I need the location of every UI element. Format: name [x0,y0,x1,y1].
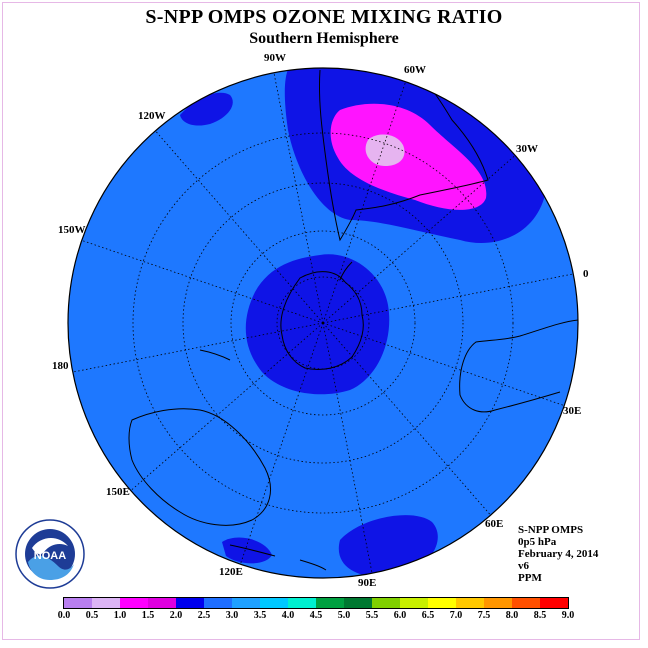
color-scale-bar [63,597,569,609]
color-scale-swatch [428,598,456,608]
ozone-low-region-polar [245,254,390,395]
meridian-line [155,130,324,324]
color-scale-swatch [316,598,344,608]
color-scale-swatch [120,598,148,608]
antarctica-coastline [280,271,364,371]
info-level: 0p5 hPa [518,536,557,548]
meridian-line [322,322,565,407]
meridian-lines [72,72,574,574]
color-scale-ticks: 0.0 0.5 1.0 1.5 2.0 2.5 3.0 3.5 4.0 4.5 5.0 5.5 6.0 6… [0,610,648,624]
color-scale-tick-label: 8.5 [533,610,547,621]
australia-coastline [128,408,272,526]
color-scale-swatch [148,598,176,608]
lon-label-150e: 150E [106,486,130,498]
meridian-line [322,81,407,324]
africa-coastline [459,319,578,413]
lon-label-120w: 120W [138,110,166,122]
color-scale-tick-label: 6.0 [393,610,407,621]
lon-label-150w: 150W [58,224,86,236]
image-frame [2,2,640,640]
lon-label-60w: 60W [404,64,426,76]
color-scale-swatch [400,598,428,608]
color-scale-swatch [204,598,232,608]
meridian-line [81,239,324,324]
lon-label-90e: 90E [358,577,377,589]
lon-label-60e: 60E [485,518,504,530]
color-scale-swatch [456,598,484,608]
color-scale-swatch [260,598,288,608]
color-scale-swatch [540,598,568,608]
color-scale-tick-label: 0.0 [57,610,71,621]
info-units: PPM [518,572,542,584]
meridian-line [72,322,324,373]
lon-label-90w: 90W [264,52,286,64]
lon-label-120e: 120E [219,566,243,578]
color-scale-swatch [288,598,316,608]
info-version: v6 [518,560,529,572]
color-scale-tick-label: 2.5 [197,610,211,621]
lon-label-0: 0 [583,268,589,280]
antarctic-peninsula-coastline [339,261,353,281]
meridian-line [322,322,373,574]
map-outline [67,67,579,579]
ozone-peak-region [365,134,405,166]
color-scale-tick-label: 7.5 [477,610,491,621]
ozone-high-region [330,103,487,210]
ozone-low-region-southwest [222,537,272,564]
indonesia-islands [229,544,327,571]
ozone-low-region-west [180,92,233,126]
color-scale-tick-label: 9.0 [561,610,575,621]
lon-label-30e: 30E [563,405,582,417]
color-scale-tick-label: 4.0 [281,610,295,621]
lon-label-180: 180 [52,360,69,372]
meridian-line [130,322,324,491]
color-scale-swatch [232,598,260,608]
meridian-line [273,72,324,324]
color-scale-tick-label: 7.0 [449,610,463,621]
latitude-circles [132,132,514,514]
meridian-line [239,322,324,565]
color-scale-tick-label: 5.5 [365,610,379,621]
color-scale-tick-label: 6.5 [421,610,435,621]
color-scale-tick-label: 8.0 [505,610,519,621]
coastlines [128,69,578,571]
map-title: S-NPP OMPS OZONE MIXING RATIO [145,6,503,28]
color-scale-swatch [344,598,372,608]
color-scale-swatch [372,598,400,608]
color-scale-tick-label: 2.0 [169,610,183,621]
map-subtitle: Southern Hemisphere [249,30,399,47]
meridian-line [322,155,516,324]
color-scale-swatch [176,598,204,608]
color-scale-swatch [484,598,512,608]
color-scale-tick-label: 3.0 [225,610,239,621]
product-info: S-NPP OMPS 0p5 hPa February 4, 2014 v6 P… [518,524,598,584]
color-scale-tick-label: 3.5 [253,610,267,621]
color-scale-tick-label: 5.0 [337,610,351,621]
info-instrument: S-NPP OMPS [518,524,584,536]
color-scale-swatch [64,598,92,608]
color-scale-swatch [512,598,540,608]
meridian-line [322,273,574,324]
svg-text:NOAA: NOAA [34,550,66,562]
new-zealand-coastline [199,349,231,361]
color-scale-tick-label: 1.5 [141,610,155,621]
color-scale-tick-label: 1.0 [113,610,127,621]
color-scale-tick-label: 4.5 [309,610,323,621]
color-scale-tick-label: 0.5 [85,610,99,621]
south-america-coastline [318,69,489,242]
lon-label-30w: 30W [516,143,538,155]
color-scale-swatch [92,598,120,608]
noaa-logo: NOAA [15,519,85,589]
meridian-line [322,322,491,516]
info-date: February 4, 2014 [518,548,599,560]
